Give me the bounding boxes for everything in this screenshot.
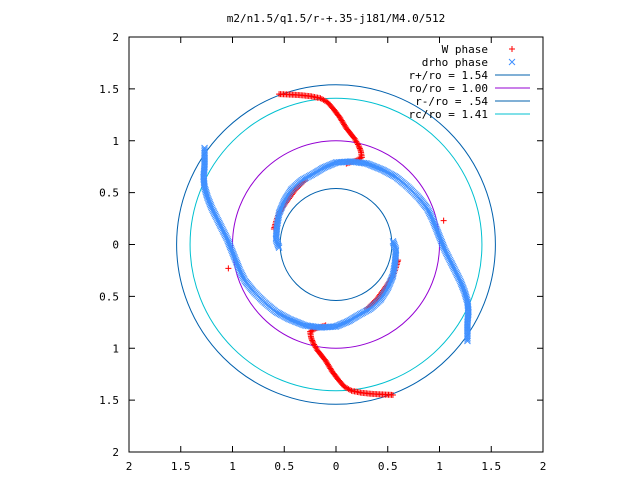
y-tick-label-5: 0.5 (99, 290, 119, 303)
y-tick-label-3: 0.5 (99, 187, 119, 200)
y-tick-label-4: 0 (112, 239, 119, 252)
legend-label-1: drho phase (422, 56, 488, 69)
y-tick-label-0: 2 (112, 31, 119, 44)
x-tick-label-3: 0.5 (274, 460, 294, 473)
point-fill-0-10-1 (356, 144, 363, 151)
legend-label-3: ro/ro = 1.00 (409, 82, 488, 95)
legend-label-2: r+/ro = 1.54 (409, 69, 489, 82)
y-tick-label-7: 1.5 (99, 394, 119, 407)
point-1-59 (275, 244, 283, 251)
point-fill-1-28-5 (390, 239, 397, 247)
circle-3 (189, 97, 483, 392)
x-tick-label-8: 2 (540, 460, 547, 473)
circle-1 (232, 140, 440, 349)
legend-marker-0 (509, 46, 515, 52)
chart-title: m2/n1.5/q1.5/r-+.35-j181/M4.0/512 (227, 12, 446, 25)
point-fill-0-10-3 (357, 146, 364, 153)
x-tick-label-0: 2 (126, 460, 133, 473)
point-1-29 (389, 238, 397, 245)
point-0-41 (440, 217, 447, 224)
x-tick-label-6: 1 (436, 460, 443, 473)
x-tick-label-7: 1.5 (481, 460, 501, 473)
x-tick-label-4: 0 (333, 460, 340, 473)
series-1 (200, 144, 472, 345)
x-tick-label-1: 1.5 (171, 460, 191, 473)
circle-0 (176, 84, 496, 405)
data-layer (176, 84, 496, 405)
point-fill-0-9-4 (354, 141, 361, 148)
y-tick-label-2: 1 (112, 135, 119, 148)
point-fill-0-10-2 (356, 145, 363, 152)
series-0 (225, 91, 447, 398)
point-fill-1-58-5 (275, 242, 282, 250)
axis-ticks: 2 1.5 1 0.5 0 0.5 1 1.5 221.510.500.511.52 (99, 31, 546, 473)
point-0-25 (310, 340, 317, 347)
y-tick-label-6: 1 (112, 342, 119, 355)
point-fill-0-25-2 (309, 337, 316, 344)
point-0-10 (355, 142, 362, 149)
x-tick-label-2: 1 (229, 460, 236, 473)
point-fill-0-25-1 (309, 338, 316, 345)
legend-label-5: rc/ro = 1.41 (409, 108, 488, 121)
circle-2 (279, 187, 393, 302)
y-tick-label-8: 2 (112, 446, 119, 459)
y-tick-label-1: 1.5 (99, 83, 119, 96)
legend-label-4: r-/ro = .54 (415, 95, 488, 108)
point-fill-0-25-3 (308, 336, 315, 343)
point-0-40 (225, 265, 232, 272)
legend-marker-1 (508, 58, 516, 66)
x-tick-label-5: 0.5 (378, 460, 398, 473)
point-fill-0-24-4 (311, 341, 318, 348)
legend-label-0: W phase (442, 43, 488, 56)
